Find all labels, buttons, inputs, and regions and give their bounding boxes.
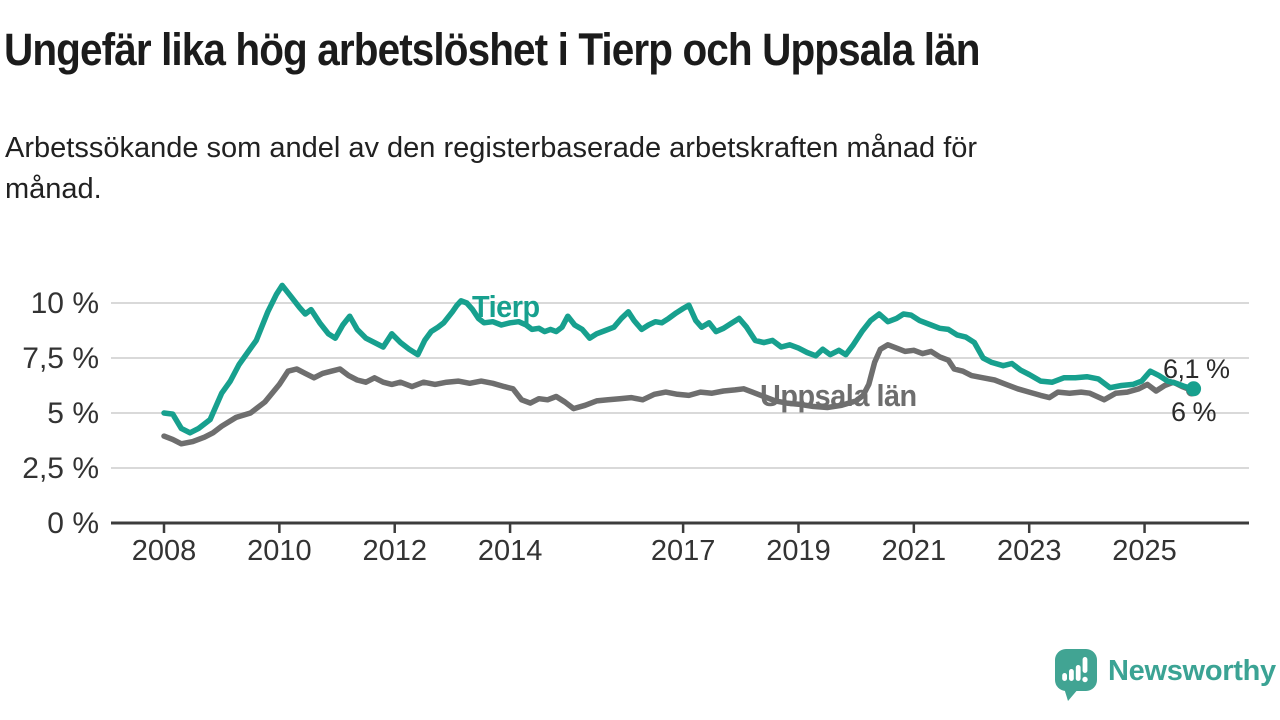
page-subtitle: Arbetssökande som andel av den registerb… xyxy=(5,128,977,210)
uppsala-end-value-label: 6 % xyxy=(1171,397,1217,427)
newsworthy-logo: Newsworthy xyxy=(1054,648,1276,703)
y-axis-tick-label: 7,5 % xyxy=(22,342,99,375)
y-axis-tick-label: 2,5 % xyxy=(22,452,99,485)
y-axis-tick-label: 5 % xyxy=(47,397,99,430)
x-axis-tick-label: 2021 xyxy=(882,535,947,567)
x-axis-tick-label: 2023 xyxy=(997,535,1062,567)
x-axis-tick-label: 2010 xyxy=(247,535,312,567)
newsworthy-logo-icon xyxy=(1055,649,1097,701)
y-axis-tick-label: 10 % xyxy=(31,287,99,320)
x-axis-tick-label: 2008 xyxy=(132,535,197,567)
logo-bar-chart-exclamation-icon xyxy=(1062,657,1088,683)
tierp-series-label: Tierp xyxy=(472,289,540,324)
x-axis-tick-label: 2012 xyxy=(362,535,427,567)
x-axis-tick-label: 2017 xyxy=(651,535,716,567)
newsworthy-logo-text: Newsworthy xyxy=(1108,655,1276,687)
x-axis-tick-label: 2014 xyxy=(478,535,543,567)
logo-bubble-tail xyxy=(1064,688,1079,701)
page-subtitle-line-1: Arbetssökande som andel av den registerb… xyxy=(5,132,978,164)
tierp-end-dot xyxy=(1186,381,1202,397)
x-axis-tick-label: 2019 xyxy=(766,535,831,567)
tierp-line xyxy=(161,282,1197,436)
x-axis-tick-label: 2025 xyxy=(1112,535,1177,567)
page-subtitle-line-2: månad. xyxy=(5,173,102,205)
uppsala-line xyxy=(161,342,1197,447)
page-title: Ungefär lika hög arbetslöshet i Tierp oc… xyxy=(4,24,980,75)
y-axis-tick-label: 0 % xyxy=(47,507,99,540)
uppsala-series-label: Uppsala län xyxy=(760,378,917,413)
tierp-end-value-label: 6,1 % xyxy=(1163,354,1230,384)
